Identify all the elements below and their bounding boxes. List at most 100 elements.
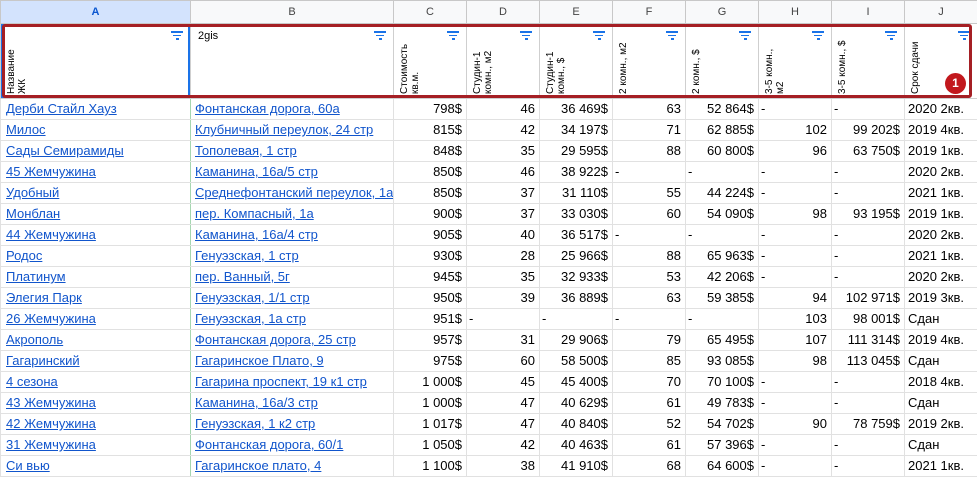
- column-header-a[interactable]: A: [0, 0, 191, 24]
- header-cell-g[interactable]: 2 комн., $: [685, 23, 759, 99]
- value-cell[interactable]: 60: [612, 203, 686, 225]
- value-cell[interactable]: 57 396$: [685, 434, 759, 456]
- address-cell[interactable]: Клубничный переулок, 24 стр: [190, 119, 394, 141]
- complex-name-cell[interactable]: Си вью: [0, 455, 191, 477]
- value-cell[interactable]: 29 595$: [539, 140, 613, 162]
- value-cell[interactable]: 64 600$: [685, 455, 759, 477]
- header-cell-j[interactable]: Срок сдачи: [904, 23, 977, 99]
- complex-name-cell[interactable]: 31 Жемчужина: [0, 434, 191, 456]
- address-link[interactable]: Гагаринское плато, 4: [195, 458, 322, 473]
- value-cell[interactable]: 46: [466, 98, 540, 120]
- empty-value-cell[interactable]: -: [758, 245, 832, 267]
- empty-value-cell[interactable]: -: [831, 266, 905, 288]
- column-header-f[interactable]: F: [612, 0, 686, 24]
- value-cell[interactable]: 98: [758, 350, 832, 372]
- value-cell[interactable]: 28: [466, 245, 540, 267]
- value-cell[interactable]: 33 030$: [539, 203, 613, 225]
- empty-value-cell[interactable]: -: [831, 98, 905, 120]
- value-cell[interactable]: 94: [758, 287, 832, 309]
- value-cell[interactable]: 38: [466, 455, 540, 477]
- value-cell[interactable]: 957$: [393, 329, 467, 351]
- header-cell-d[interactable]: Студин-1 комн., м2: [466, 23, 540, 99]
- complex-name-link[interactable]: Элегия Парк: [6, 290, 82, 305]
- term-cell[interactable]: Сдан: [904, 308, 977, 330]
- value-cell[interactable]: 88: [612, 245, 686, 267]
- empty-value-cell[interactable]: -: [612, 161, 686, 183]
- value-cell[interactable]: 96: [758, 140, 832, 162]
- value-cell[interactable]: 93 085$: [685, 350, 759, 372]
- header-cell-a[interactable]: Название ЖК: [0, 23, 191, 99]
- value-cell[interactable]: 1 050$: [393, 434, 467, 456]
- value-cell[interactable]: 70: [612, 371, 686, 393]
- empty-value-cell[interactable]: -: [685, 161, 759, 183]
- term-cell[interactable]: 2019 1кв.: [904, 140, 977, 162]
- value-cell[interactable]: 42: [466, 434, 540, 456]
- column-header-g[interactable]: G: [685, 0, 759, 24]
- header-cell-i[interactable]: 3-5 комн., $: [831, 23, 905, 99]
- complex-name-cell[interactable]: 4 сезона: [0, 371, 191, 393]
- value-cell[interactable]: 98 001$: [831, 308, 905, 330]
- address-cell[interactable]: Каманина, 16а/4 стр: [190, 224, 394, 246]
- value-cell[interactable]: 78 759$: [831, 413, 905, 435]
- value-cell[interactable]: 975$: [393, 350, 467, 372]
- value-cell[interactable]: 55: [612, 182, 686, 204]
- complex-name-cell[interactable]: Удобный: [0, 182, 191, 204]
- header-cell-h[interactable]: 3-5 комн., м2: [758, 23, 832, 99]
- address-cell[interactable]: Фонтанская дорога, 60а: [190, 98, 394, 120]
- complex-name-link[interactable]: Си вью: [6, 458, 50, 473]
- value-cell[interactable]: 102: [758, 119, 832, 141]
- column-header-c[interactable]: C: [393, 0, 467, 24]
- value-cell[interactable]: 36 517$: [539, 224, 613, 246]
- column-header-j[interactable]: J: [904, 0, 977, 24]
- complex-name-cell[interactable]: 26 Жемчужина: [0, 308, 191, 330]
- value-cell[interactable]: 107: [758, 329, 832, 351]
- complex-name-cell[interactable]: Монблан: [0, 203, 191, 225]
- empty-value-cell[interactable]: -: [831, 182, 905, 204]
- value-cell[interactable]: 35: [466, 140, 540, 162]
- value-cell[interactable]: 848$: [393, 140, 467, 162]
- complex-name-link[interactable]: 42 Жемчужина: [6, 416, 96, 431]
- term-cell[interactable]: 2021 1кв.: [904, 182, 977, 204]
- value-cell[interactable]: 40 629$: [539, 392, 613, 414]
- value-cell[interactable]: 65 963$: [685, 245, 759, 267]
- value-cell[interactable]: 32 933$: [539, 266, 613, 288]
- value-cell[interactable]: 45: [466, 371, 540, 393]
- term-cell[interactable]: 2021 1кв.: [904, 455, 977, 477]
- value-cell[interactable]: 39: [466, 287, 540, 309]
- empty-value-cell[interactable]: -: [758, 392, 832, 414]
- value-cell[interactable]: 1 000$: [393, 371, 467, 393]
- value-cell[interactable]: 93 195$: [831, 203, 905, 225]
- filter-icon[interactable]: [373, 31, 387, 40]
- address-link[interactable]: Каманина, 16а/4 стр: [195, 227, 318, 242]
- value-cell[interactable]: 102 971$: [831, 287, 905, 309]
- empty-value-cell[interactable]: -: [831, 245, 905, 267]
- complex-name-cell[interactable]: 45 Жемчужина: [0, 161, 191, 183]
- term-cell[interactable]: 2019 1кв.: [904, 203, 977, 225]
- value-cell[interactable]: 40 463$: [539, 434, 613, 456]
- value-cell[interactable]: 1 100$: [393, 455, 467, 477]
- value-cell[interactable]: 36 469$: [539, 98, 613, 120]
- value-cell[interactable]: 31 110$: [539, 182, 613, 204]
- address-cell[interactable]: Гагаринское Плато, 9: [190, 350, 394, 372]
- term-cell[interactable]: Сдан: [904, 392, 977, 414]
- complex-name-link[interactable]: 44 Жемчужина: [6, 227, 96, 242]
- address-link[interactable]: Генуэзская, 1 стр: [195, 248, 299, 263]
- address-cell[interactable]: Генуэзская, 1 стр: [190, 245, 394, 267]
- value-cell[interactable]: 52 864$: [685, 98, 759, 120]
- value-cell[interactable]: 90: [758, 413, 832, 435]
- empty-value-cell[interactable]: -: [612, 224, 686, 246]
- term-cell[interactable]: 2019 4кв.: [904, 329, 977, 351]
- address-cell[interactable]: Фонтанская дорога, 25 стр: [190, 329, 394, 351]
- address-link[interactable]: Генуэзская, 1а стр: [195, 311, 306, 326]
- value-cell[interactable]: 60 800$: [685, 140, 759, 162]
- address-link[interactable]: Генуэзская, 1/1 стр: [195, 290, 310, 305]
- complex-name-link[interactable]: Сады Семирамиды: [6, 143, 124, 158]
- empty-value-cell[interactable]: -: [539, 308, 613, 330]
- value-cell[interactable]: 1 017$: [393, 413, 467, 435]
- value-cell[interactable]: 815$: [393, 119, 467, 141]
- address-cell[interactable]: Гагаринское плато, 4: [190, 455, 394, 477]
- value-cell[interactable]: 65 495$: [685, 329, 759, 351]
- complex-name-link[interactable]: Родос: [6, 248, 43, 263]
- column-header-d[interactable]: D: [466, 0, 540, 24]
- empty-value-cell[interactable]: -: [685, 308, 759, 330]
